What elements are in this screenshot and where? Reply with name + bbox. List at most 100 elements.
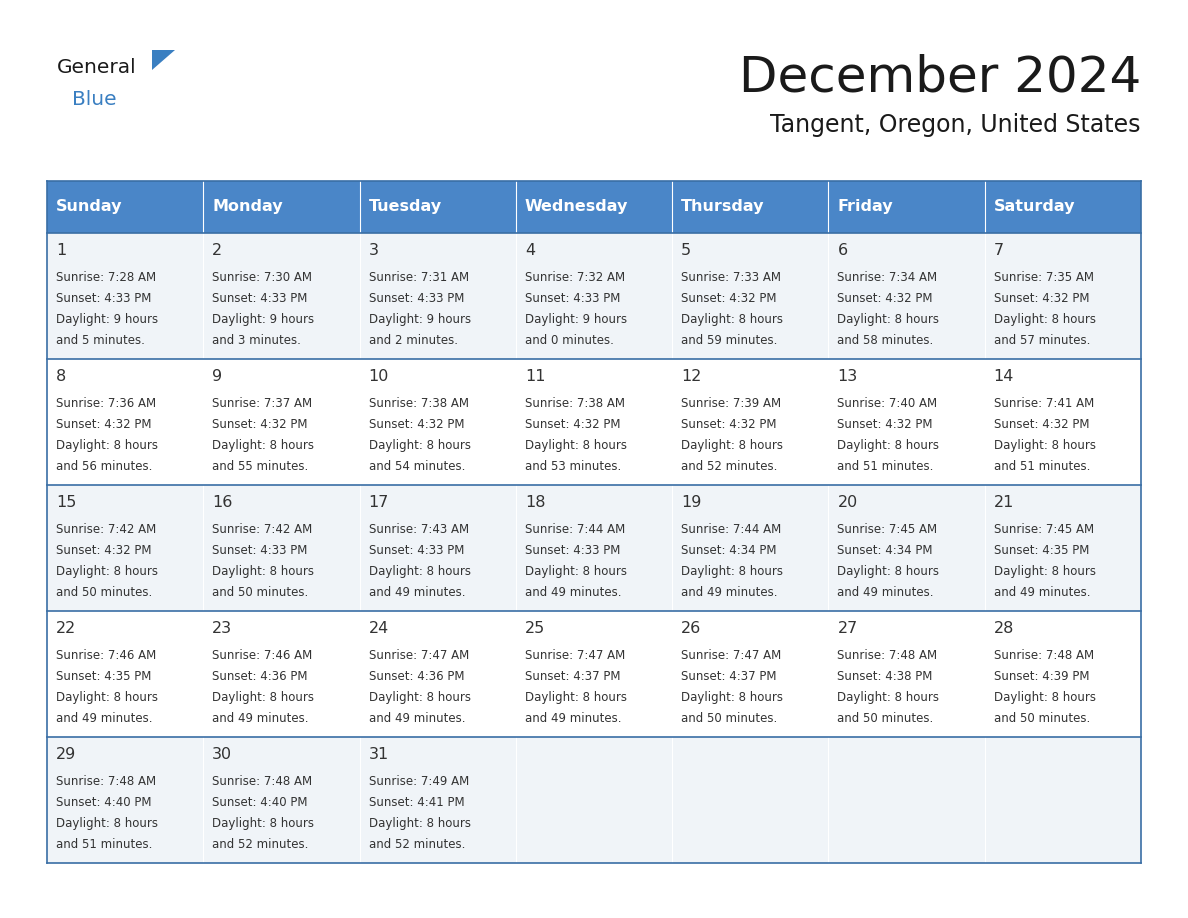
- Bar: [48, 611, 203, 737]
- Text: 17: 17: [368, 495, 388, 510]
- Text: 12: 12: [681, 369, 702, 384]
- Bar: [516, 181, 672, 233]
- Bar: [516, 611, 672, 737]
- Text: and 2 minutes.: and 2 minutes.: [368, 334, 457, 347]
- Text: Sunset: 4:33 PM: Sunset: 4:33 PM: [56, 292, 151, 305]
- Text: and 49 minutes.: and 49 minutes.: [213, 712, 309, 725]
- Bar: [672, 359, 828, 485]
- Bar: [672, 485, 828, 611]
- Text: Sunrise: 7:38 AM: Sunrise: 7:38 AM: [525, 397, 625, 410]
- Text: 4: 4: [525, 243, 535, 258]
- Text: Sunrise: 7:47 AM: Sunrise: 7:47 AM: [368, 649, 469, 662]
- Text: Daylight: 8 hours: Daylight: 8 hours: [993, 439, 1095, 452]
- Text: and 49 minutes.: and 49 minutes.: [993, 586, 1091, 599]
- Bar: [360, 181, 516, 233]
- Text: 13: 13: [838, 369, 858, 384]
- Text: and 51 minutes.: and 51 minutes.: [56, 838, 152, 851]
- Text: Sunrise: 7:33 AM: Sunrise: 7:33 AM: [681, 271, 782, 284]
- Text: 15: 15: [56, 495, 76, 510]
- Text: Sunrise: 7:35 AM: Sunrise: 7:35 AM: [993, 271, 1094, 284]
- Text: Daylight: 8 hours: Daylight: 8 hours: [993, 565, 1095, 578]
- Bar: [985, 233, 1140, 359]
- Text: and 52 minutes.: and 52 minutes.: [368, 838, 465, 851]
- Text: and 0 minutes.: and 0 minutes.: [525, 334, 614, 347]
- Text: Sunrise: 7:36 AM: Sunrise: 7:36 AM: [56, 397, 156, 410]
- Text: Daylight: 8 hours: Daylight: 8 hours: [213, 691, 315, 704]
- Text: Sunrise: 7:45 AM: Sunrise: 7:45 AM: [838, 523, 937, 536]
- Text: Daylight: 8 hours: Daylight: 8 hours: [368, 565, 470, 578]
- Text: Sunset: 4:35 PM: Sunset: 4:35 PM: [993, 544, 1089, 557]
- Text: Daylight: 8 hours: Daylight: 8 hours: [681, 691, 783, 704]
- Bar: [360, 611, 516, 737]
- Text: Sunrise: 7:31 AM: Sunrise: 7:31 AM: [368, 271, 469, 284]
- Text: Sunrise: 7:28 AM: Sunrise: 7:28 AM: [56, 271, 156, 284]
- Bar: [360, 737, 516, 863]
- Text: Daylight: 9 hours: Daylight: 9 hours: [525, 313, 627, 326]
- Bar: [48, 181, 203, 233]
- Text: Sunrise: 7:48 AM: Sunrise: 7:48 AM: [993, 649, 1094, 662]
- Text: Sunset: 4:32 PM: Sunset: 4:32 PM: [993, 292, 1089, 305]
- Text: and 49 minutes.: and 49 minutes.: [368, 586, 465, 599]
- Bar: [48, 359, 203, 485]
- Bar: [985, 737, 1140, 863]
- Text: Friday: Friday: [838, 199, 893, 215]
- Text: and 51 minutes.: and 51 minutes.: [993, 460, 1091, 473]
- Text: Sunset: 4:39 PM: Sunset: 4:39 PM: [993, 670, 1089, 683]
- Text: Sunset: 4:32 PM: Sunset: 4:32 PM: [993, 418, 1089, 431]
- Text: Daylight: 8 hours: Daylight: 8 hours: [213, 565, 315, 578]
- Text: Daylight: 8 hours: Daylight: 8 hours: [56, 817, 158, 830]
- Text: Sunset: 4:33 PM: Sunset: 4:33 PM: [213, 292, 308, 305]
- Text: Sunrise: 7:49 AM: Sunrise: 7:49 AM: [368, 775, 469, 788]
- Text: Sunrise: 7:46 AM: Sunrise: 7:46 AM: [213, 649, 312, 662]
- Text: Daylight: 9 hours: Daylight: 9 hours: [56, 313, 158, 326]
- Bar: [985, 611, 1140, 737]
- Bar: [516, 737, 672, 863]
- Text: and 52 minutes.: and 52 minutes.: [681, 460, 777, 473]
- Text: and 3 minutes.: and 3 minutes.: [213, 334, 302, 347]
- Polygon shape: [152, 50, 175, 70]
- Text: Sunrise: 7:45 AM: Sunrise: 7:45 AM: [993, 523, 1094, 536]
- Text: and 50 minutes.: and 50 minutes.: [838, 712, 934, 725]
- Text: Sunset: 4:33 PM: Sunset: 4:33 PM: [213, 544, 308, 557]
- Text: General: General: [57, 58, 137, 77]
- Text: Sunday: Sunday: [56, 199, 122, 215]
- Text: Sunrise: 7:37 AM: Sunrise: 7:37 AM: [213, 397, 312, 410]
- Text: Daylight: 8 hours: Daylight: 8 hours: [368, 439, 470, 452]
- Text: and 58 minutes.: and 58 minutes.: [838, 334, 934, 347]
- Text: Sunset: 4:40 PM: Sunset: 4:40 PM: [213, 796, 308, 809]
- Text: Sunrise: 7:43 AM: Sunrise: 7:43 AM: [368, 523, 469, 536]
- Text: Sunset: 4:32 PM: Sunset: 4:32 PM: [681, 418, 777, 431]
- Text: Daylight: 8 hours: Daylight: 8 hours: [56, 691, 158, 704]
- Text: Sunset: 4:32 PM: Sunset: 4:32 PM: [56, 418, 152, 431]
- Bar: [203, 181, 360, 233]
- Text: and 49 minutes.: and 49 minutes.: [525, 712, 621, 725]
- Text: 28: 28: [993, 621, 1015, 636]
- Bar: [985, 181, 1140, 233]
- Text: and 49 minutes.: and 49 minutes.: [838, 586, 934, 599]
- Text: Daylight: 8 hours: Daylight: 8 hours: [993, 691, 1095, 704]
- Bar: [985, 359, 1140, 485]
- Bar: [360, 233, 516, 359]
- Text: Monday: Monday: [213, 199, 283, 215]
- Text: Sunset: 4:32 PM: Sunset: 4:32 PM: [213, 418, 308, 431]
- Text: and 51 minutes.: and 51 minutes.: [838, 460, 934, 473]
- Text: Sunset: 4:32 PM: Sunset: 4:32 PM: [368, 418, 465, 431]
- Text: Sunset: 4:37 PM: Sunset: 4:37 PM: [525, 670, 620, 683]
- Bar: [516, 233, 672, 359]
- Text: Sunset: 4:32 PM: Sunset: 4:32 PM: [525, 418, 620, 431]
- Text: 31: 31: [368, 747, 388, 762]
- Text: and 50 minutes.: and 50 minutes.: [681, 712, 777, 725]
- Text: and 5 minutes.: and 5 minutes.: [56, 334, 145, 347]
- Text: and 59 minutes.: and 59 minutes.: [681, 334, 777, 347]
- Text: 19: 19: [681, 495, 702, 510]
- Text: Sunset: 4:33 PM: Sunset: 4:33 PM: [368, 292, 465, 305]
- Text: 2: 2: [213, 243, 222, 258]
- Bar: [828, 181, 985, 233]
- Text: Sunrise: 7:38 AM: Sunrise: 7:38 AM: [368, 397, 468, 410]
- Text: Saturday: Saturday: [993, 199, 1075, 215]
- Text: Daylight: 8 hours: Daylight: 8 hours: [838, 691, 940, 704]
- Bar: [672, 181, 828, 233]
- Text: Tuesday: Tuesday: [368, 199, 442, 215]
- Text: Sunrise: 7:42 AM: Sunrise: 7:42 AM: [56, 523, 157, 536]
- Text: 27: 27: [838, 621, 858, 636]
